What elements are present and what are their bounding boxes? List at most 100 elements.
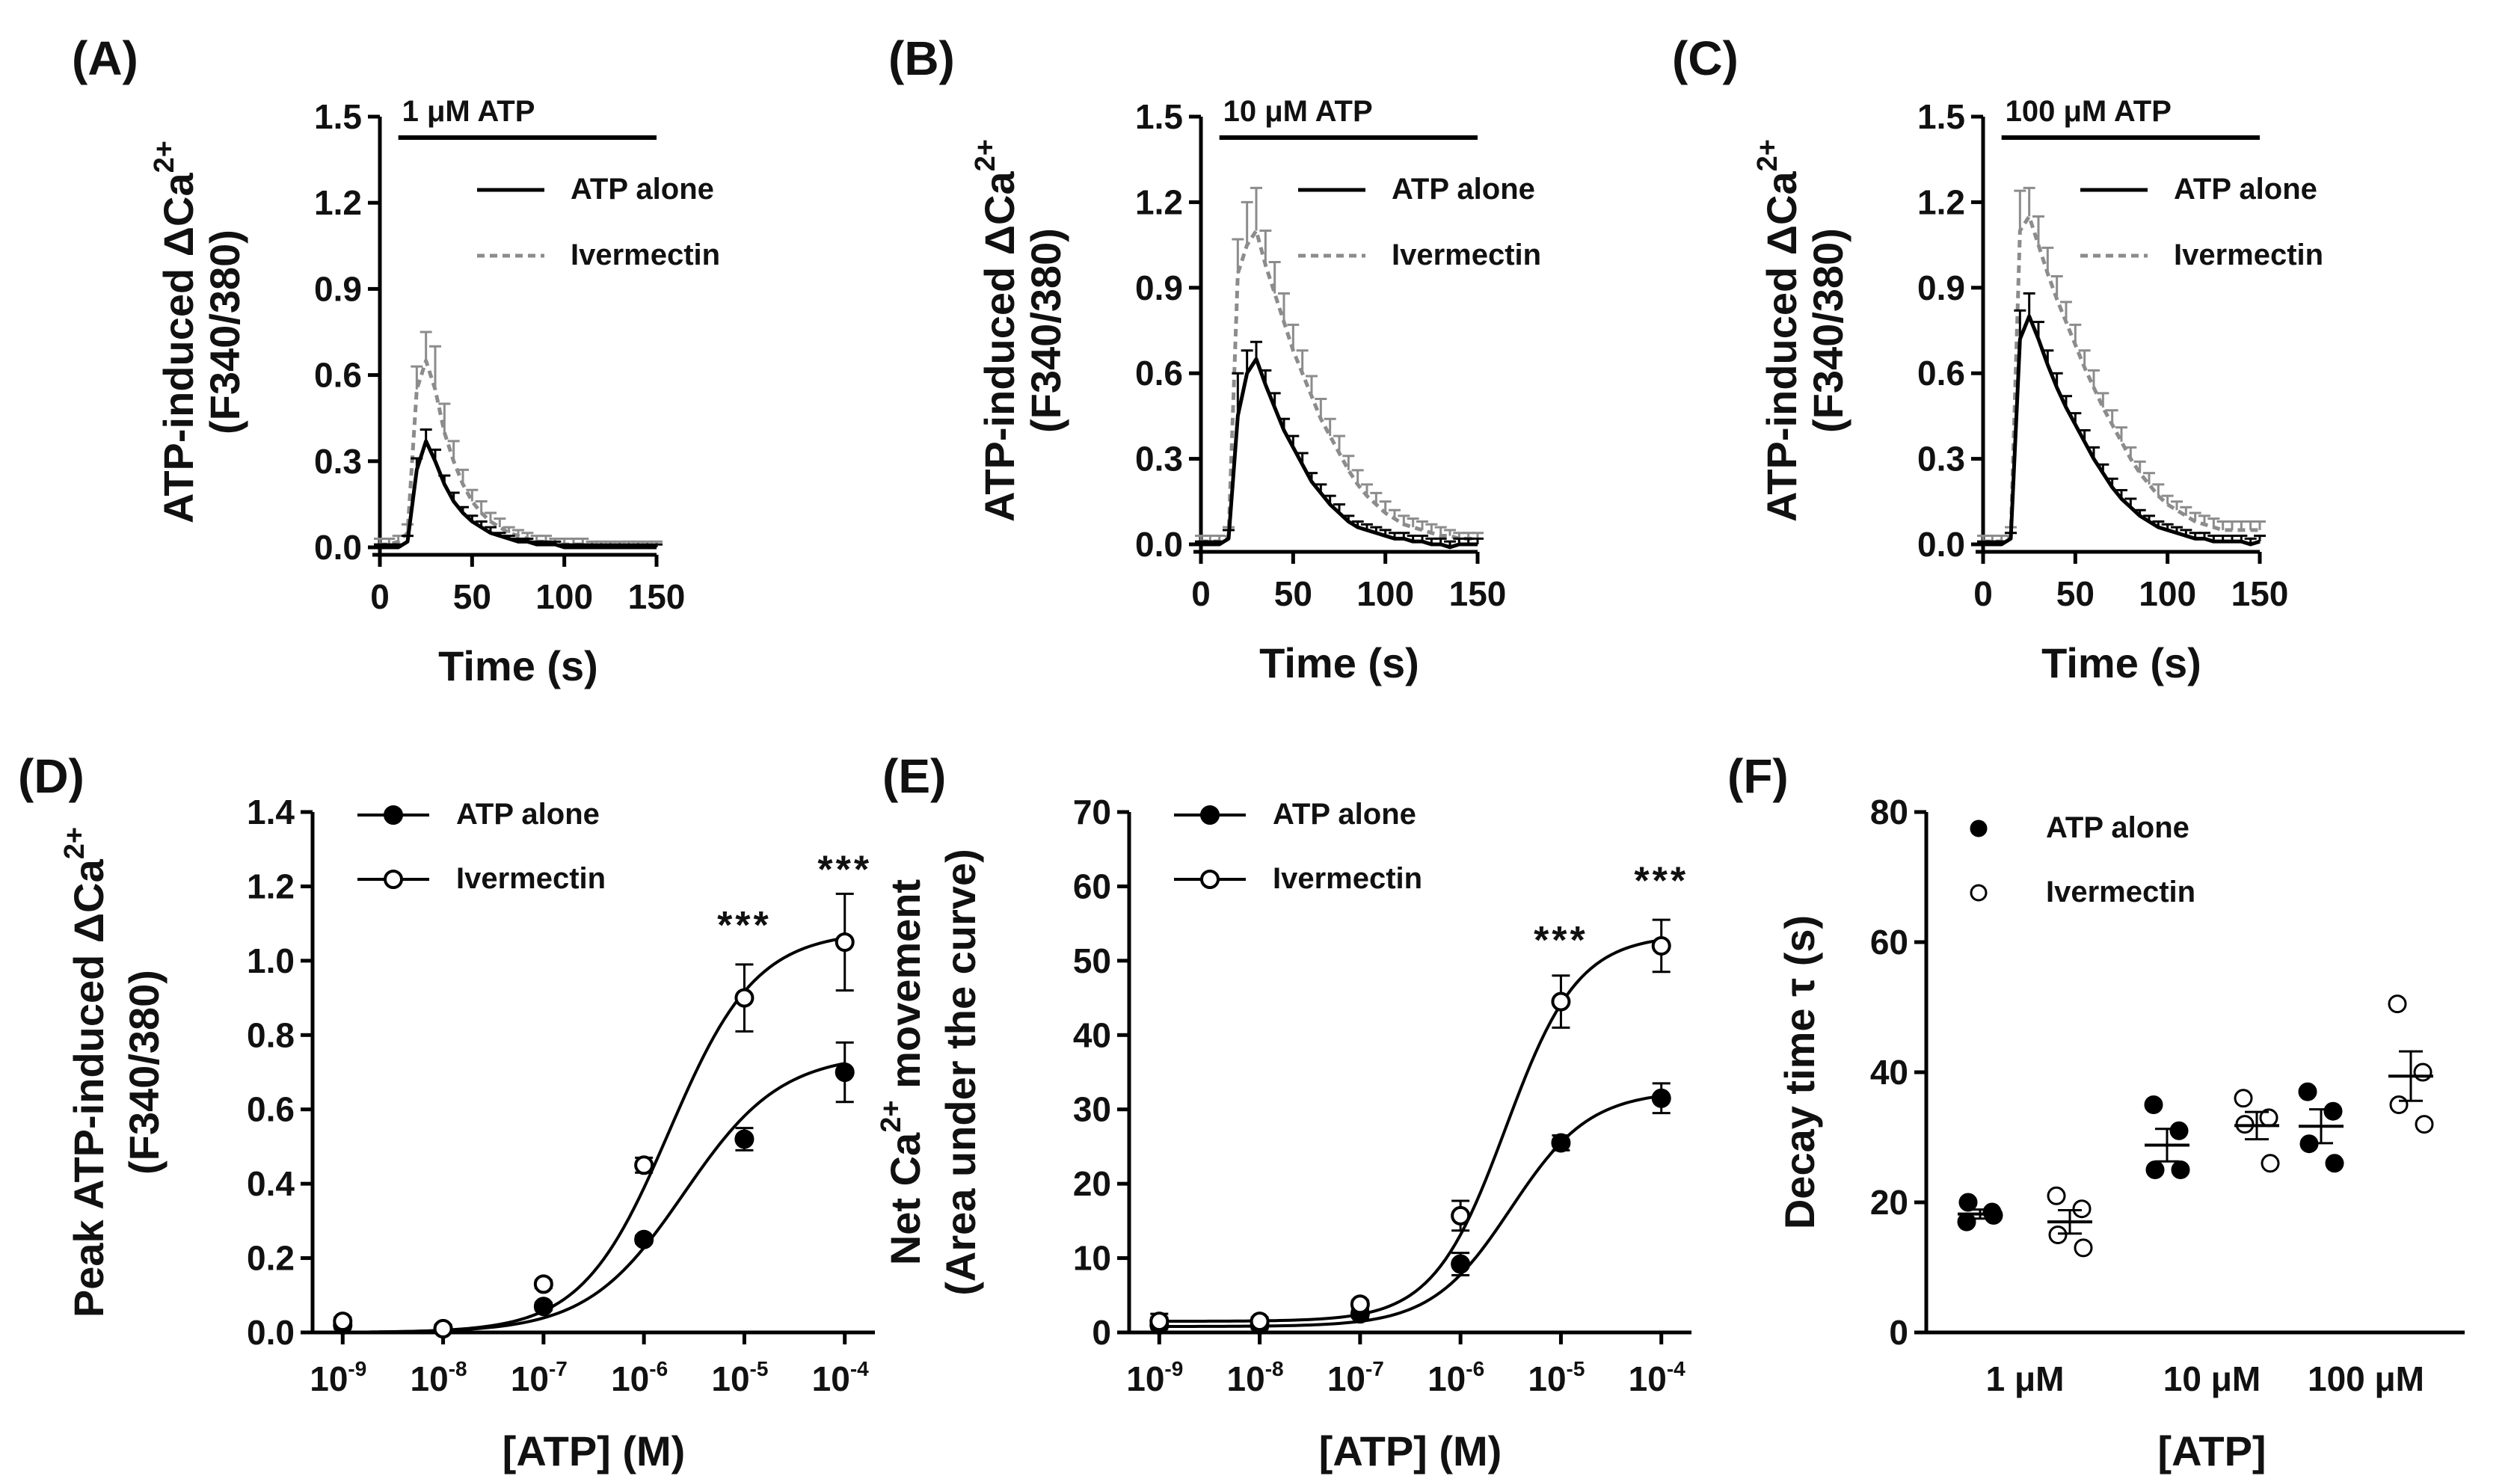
data-point — [1551, 991, 1571, 1012]
y-tick-label: 0.6 — [1917, 354, 1965, 393]
data-point — [2144, 1095, 2163, 1114]
y-tick-label: 0.0 — [247, 1313, 295, 1352]
y-tick-label: 20 — [1073, 1164, 1111, 1203]
x-tick-base: 10 — [711, 1359, 749, 1398]
legend-label: ATP alone — [2046, 811, 2189, 844]
panel-B: (B) 0.0 0.3 0.6 0.9 1.2 1.5 0 50 100 150 Time (s) AT… — [888, 31, 1541, 686]
y-tick-label: 0.9 — [314, 269, 362, 308]
y-tick-label: 60 — [1073, 867, 1111, 905]
data-point — [2169, 1121, 2189, 1140]
y-tick-label: 0 — [1889, 1313, 1908, 1352]
data-point — [634, 1229, 654, 1249]
x-tick-label: 10-8 — [1227, 1357, 1284, 1398]
x-tick-label: 10-8 — [411, 1357, 467, 1398]
x-tick-label: 0 — [1191, 574, 1211, 613]
y-axis-title-superscript: 2+ — [876, 1100, 907, 1132]
x-tick-exponent: -9 — [348, 1357, 366, 1380]
y-axis-title-superscript: 2+ — [59, 827, 90, 859]
series-line — [380, 358, 657, 550]
y-tick-label: 0.3 — [314, 442, 362, 481]
atp-bar-label: 10 μM ATP — [1223, 95, 1373, 128]
x-tick-base: 10 — [812, 1359, 850, 1398]
y-axis-title-superscript: 2+ — [970, 139, 1001, 171]
x-tick-exponent: -5 — [750, 1357, 769, 1380]
legend-label: ATP alone — [1273, 798, 1416, 831]
x-tick-exponent: -6 — [1466, 1357, 1484, 1380]
data-point — [2047, 1186, 2066, 1205]
y-tick-label: 1.2 — [1917, 182, 1965, 221]
y-tick-label: 0.0 — [1135, 525, 1183, 564]
panel-F: (F) 0 20 40 60 80 1 μM 10 μM 100 μM [ATP] Decay ti… — [1727, 749, 2465, 1475]
x-tick-label: 10-6 — [1428, 1357, 1484, 1398]
data-point — [2171, 1160, 2190, 1179]
x-tick-label: 0 — [370, 577, 390, 616]
y-axis-title: ATP-induced ΔCa2+ — [970, 139, 1023, 522]
x-tick-label: 10-6 — [611, 1357, 668, 1398]
data-point — [533, 1297, 553, 1317]
y-tick-label: 1.2 — [247, 867, 295, 905]
legend-label: ATP alone — [2174, 173, 2317, 206]
data-point — [634, 1155, 654, 1175]
significance-stars: *** — [717, 904, 772, 947]
data-point — [2415, 1115, 2434, 1134]
y-axis-title-line2: (F340/380) — [120, 970, 168, 1175]
data-point — [1651, 1088, 1671, 1108]
x-tick-label: 50 — [453, 577, 491, 616]
y-axis-title: Peak ATP-induced ΔCa2+ — [59, 827, 112, 1317]
y-tick-label: 0.8 — [247, 1015, 295, 1054]
x-tick-exponent: -9 — [1164, 1357, 1183, 1380]
y-tick-label: 20 — [1870, 1183, 1908, 1222]
y-tick-label: 30 — [1073, 1090, 1111, 1129]
series-line — [1201, 357, 1478, 550]
y-tick-label: 0.3 — [1917, 440, 1965, 479]
data-point — [2261, 1154, 2280, 1173]
x-tick-exponent: -7 — [549, 1357, 568, 1380]
y-axis-title: Net Ca2+ movement — [876, 879, 929, 1265]
data-point — [734, 1129, 755, 1149]
x-tick-label: 10-4 — [1629, 1357, 1685, 1398]
x-tick-base: 10 — [511, 1359, 549, 1398]
data-point — [2323, 1101, 2343, 1121]
legend-marker — [1200, 805, 1220, 825]
panel-label: (D) — [18, 749, 84, 803]
data-point — [835, 1063, 855, 1082]
data-point — [2413, 1063, 2433, 1082]
data-point — [2234, 1089, 2253, 1108]
x-tick-label: 10-5 — [1528, 1357, 1585, 1398]
fit-curve — [342, 936, 846, 1334]
x-tick-label: 10-7 — [511, 1357, 568, 1398]
x-tick-label: 10-5 — [711, 1357, 768, 1398]
x-tick-base: 10 — [310, 1359, 348, 1398]
x-tick-label: 10-9 — [1126, 1357, 1183, 1398]
y-tick-label: 60 — [1870, 923, 1908, 962]
data-point — [333, 1312, 353, 1332]
y-axis-title-text: Net Ca — [882, 1132, 929, 1265]
data-point — [2074, 1238, 2093, 1258]
legend-label: Ivermectin — [1273, 862, 1422, 895]
data-point — [1350, 1294, 1370, 1314]
legend-label: ATP alone — [1392, 173, 1535, 206]
x-tick-exponent: -6 — [649, 1357, 668, 1380]
panel-label: (F) — [1727, 749, 1789, 803]
x-tick-label: 10 μM — [2163, 1359, 2261, 1398]
x-tick-base: 10 — [1227, 1359, 1265, 1398]
data-point — [1451, 1254, 1471, 1274]
y-axis-title-line2: (F340/380) — [201, 230, 248, 434]
x-tick-base: 10 — [1428, 1359, 1466, 1398]
significance-stars: *** — [817, 849, 872, 892]
legend-label: Ivermectin — [2046, 876, 2195, 908]
y-tick-label: 40 — [1870, 1053, 1908, 1092]
series-line — [1983, 214, 2260, 544]
data-point — [1451, 1205, 1471, 1226]
x-tick-exponent: -4 — [850, 1357, 869, 1380]
panel-label: (B) — [888, 31, 955, 85]
y-axis-title-superscript: 2+ — [1752, 139, 1783, 171]
y-axis-title: ATP-induced ΔCa2+ — [1752, 139, 1805, 522]
y-tick-label: 1.2 — [1135, 182, 1183, 221]
y-tick-label: 80 — [1870, 793, 1908, 831]
panel-label: (C) — [1672, 31, 1739, 85]
y-tick-label: 0.9 — [1135, 268, 1183, 307]
data-point — [2072, 1199, 2092, 1219]
